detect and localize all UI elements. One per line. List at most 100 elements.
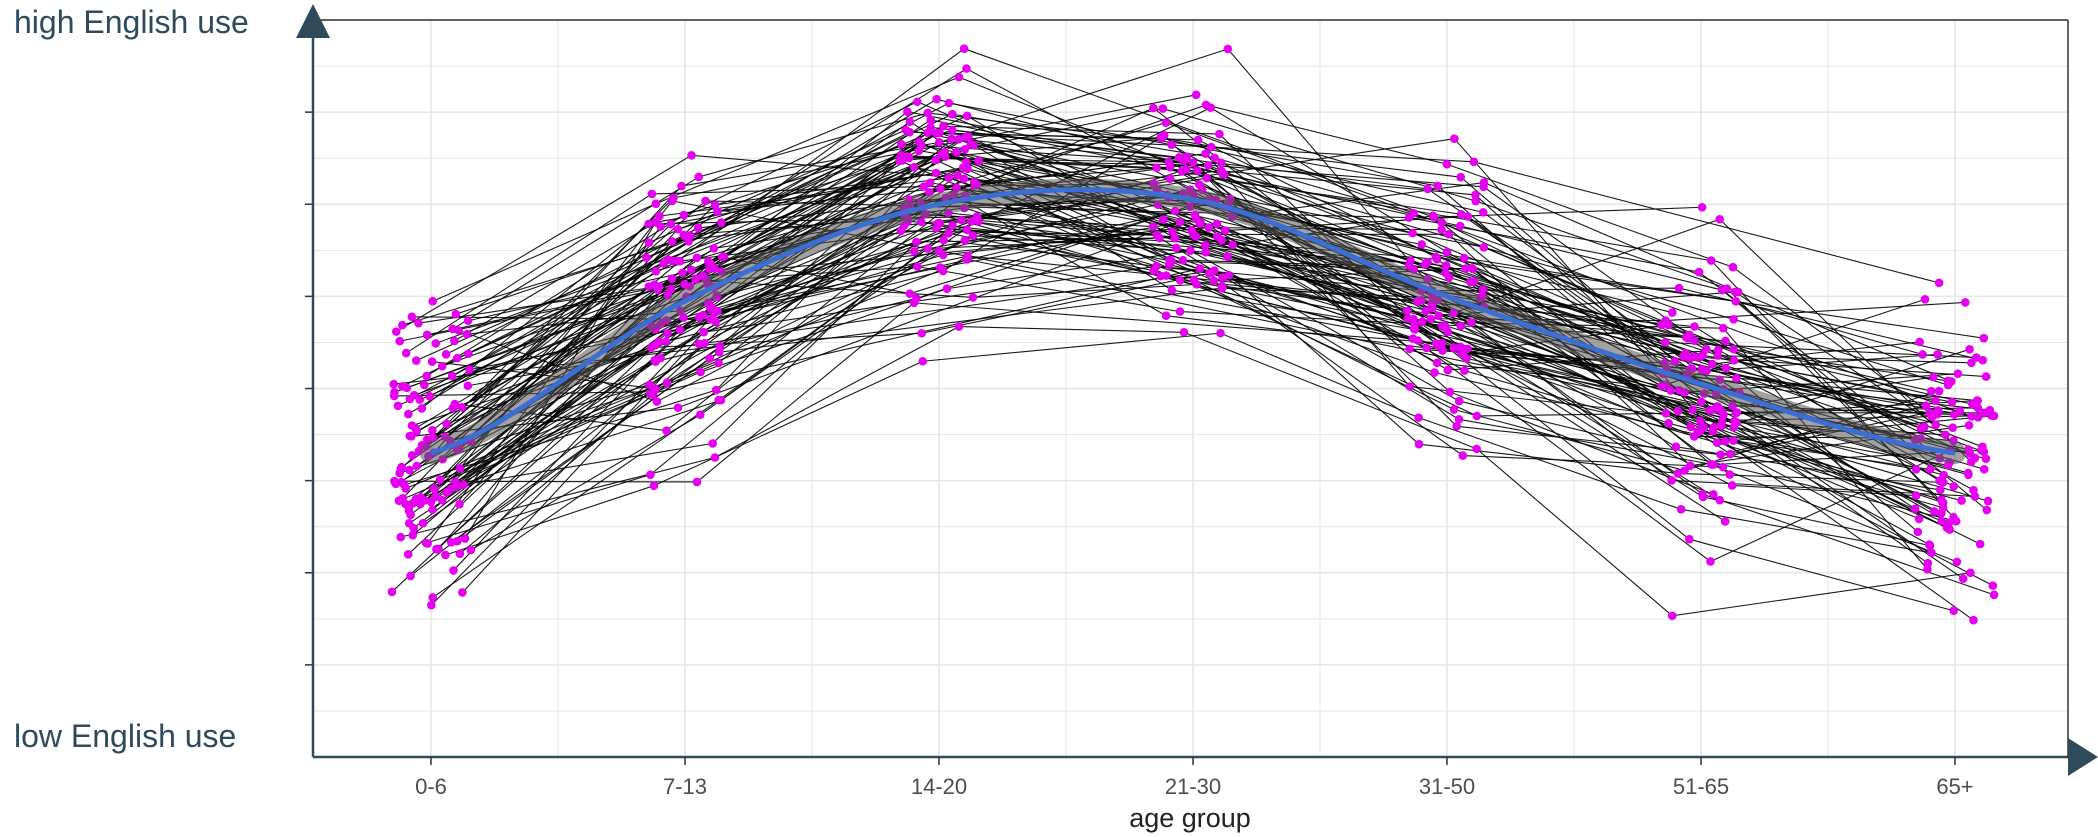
data-point xyxy=(1171,243,1181,253)
data-point xyxy=(1458,451,1468,460)
data-point xyxy=(644,219,653,229)
data-point xyxy=(1934,386,1944,396)
data-point xyxy=(1478,285,1488,294)
data-point xyxy=(395,336,405,346)
data-point xyxy=(714,358,723,368)
data-point xyxy=(410,390,419,400)
data-point xyxy=(1938,478,1948,487)
data-point xyxy=(1920,295,1930,304)
data-point xyxy=(1667,611,1677,621)
data-point xyxy=(1717,285,1727,295)
smooth-trend-line xyxy=(430,187,1956,456)
data-point xyxy=(969,140,978,150)
data-point xyxy=(1423,184,1432,194)
data-point xyxy=(1952,557,1962,567)
data-point xyxy=(1428,303,1437,313)
data-point xyxy=(1155,233,1164,243)
data-point xyxy=(1910,504,1920,514)
data-point xyxy=(1685,534,1694,544)
data-point xyxy=(1188,158,1198,167)
data-point xyxy=(962,225,972,235)
data-point xyxy=(446,537,456,547)
data-point xyxy=(430,485,440,494)
data-point xyxy=(401,499,410,509)
data-point xyxy=(1957,496,1966,505)
data-point xyxy=(709,244,719,253)
data-point xyxy=(1178,255,1188,265)
axes xyxy=(296,4,2098,776)
data-point xyxy=(455,464,465,473)
data-point xyxy=(959,44,969,53)
data-point xyxy=(1923,558,1933,568)
data-point xyxy=(714,347,724,357)
data-point xyxy=(963,164,972,174)
data-point xyxy=(455,499,464,509)
data-point xyxy=(1161,311,1171,321)
data-point xyxy=(1925,541,1935,550)
data-point xyxy=(698,271,708,280)
data-point xyxy=(1420,260,1430,269)
data-point xyxy=(1973,413,1983,422)
data-point xyxy=(1674,283,1684,293)
data-point xyxy=(1702,344,1711,354)
data-point xyxy=(686,265,696,275)
data-point xyxy=(1437,322,1447,331)
data-point xyxy=(1666,386,1675,395)
data-point xyxy=(953,171,962,180)
data-point xyxy=(448,324,458,334)
data-point xyxy=(401,348,411,358)
data-point xyxy=(1159,130,1169,140)
data-point xyxy=(422,371,431,381)
data-point xyxy=(1979,333,1989,343)
data-point xyxy=(1452,421,1462,431)
data-point xyxy=(1967,412,1976,421)
data-point xyxy=(1449,405,1459,414)
data-point xyxy=(1429,212,1439,222)
data-point xyxy=(1459,253,1469,263)
data-point xyxy=(1410,325,1420,334)
data-point xyxy=(1437,225,1446,234)
data-point xyxy=(1201,100,1211,110)
data-point xyxy=(1686,461,1695,470)
data-point xyxy=(655,211,664,221)
data-point xyxy=(1167,256,1176,266)
data-point xyxy=(1179,328,1189,337)
trajectory-line xyxy=(450,287,1995,596)
data-point xyxy=(407,312,417,322)
data-point xyxy=(944,173,954,183)
trajectory-line xyxy=(416,115,1966,362)
data-point xyxy=(460,534,470,543)
data-point xyxy=(710,200,720,210)
data-point xyxy=(1220,226,1230,235)
data-point xyxy=(954,134,964,144)
data-point xyxy=(1443,365,1453,375)
data-point xyxy=(662,426,671,435)
data-point xyxy=(1918,350,1927,359)
x-tick-label: 7-13 xyxy=(663,774,707,799)
data-point xyxy=(390,387,399,397)
data-point xyxy=(1911,464,1921,474)
data-point xyxy=(647,189,657,199)
data-point xyxy=(1718,462,1728,472)
data-point xyxy=(1161,118,1171,128)
data-point xyxy=(974,156,983,166)
data-point xyxy=(1927,548,1936,558)
data-point xyxy=(1460,366,1469,375)
data-point xyxy=(1216,328,1225,338)
data-point xyxy=(939,121,948,131)
data-point xyxy=(644,238,654,247)
x-tick-label: 65+ xyxy=(1936,774,1973,799)
data-point xyxy=(389,379,399,389)
data-point xyxy=(1193,166,1202,175)
data-point xyxy=(1982,505,1992,515)
data-point xyxy=(1731,297,1741,306)
data-point xyxy=(466,545,476,555)
data-point xyxy=(959,174,969,184)
trajectory-line xyxy=(411,272,1723,468)
data-point xyxy=(407,432,416,441)
data-point xyxy=(1432,358,1442,368)
x-tick-label: 31-50 xyxy=(1419,774,1475,799)
data-point xyxy=(1468,264,1478,274)
data-point xyxy=(1728,262,1738,272)
data-point xyxy=(939,235,949,245)
